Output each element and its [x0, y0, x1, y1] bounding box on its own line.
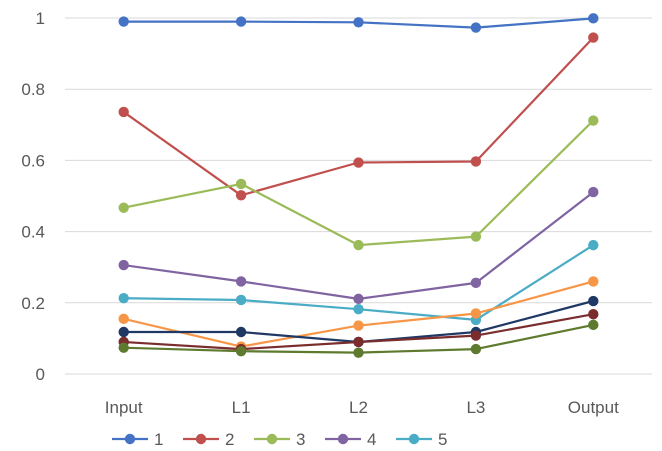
x-tick-label: L2 — [349, 398, 368, 417]
data-point — [353, 293, 364, 305]
data-point — [353, 17, 364, 28]
series-1 — [118, 13, 599, 33]
data-point — [470, 277, 482, 289]
data-point — [353, 239, 364, 251]
data-point — [353, 347, 364, 358]
data-point — [470, 330, 482, 341]
data-point — [118, 259, 129, 271]
y-tick-label: 0.2 — [21, 294, 45, 313]
legend-label: 4 — [367, 430, 376, 449]
x-tick-label: Input — [105, 398, 143, 417]
legend-label: 1 — [154, 430, 163, 449]
data-point — [588, 276, 599, 287]
data-point — [118, 292, 129, 304]
legend-item: 3 — [254, 430, 305, 449]
series-4 — [118, 186, 599, 305]
data-point — [588, 32, 599, 43]
legend-item: 4 — [325, 430, 376, 449]
legend-label: 2 — [225, 430, 234, 449]
series-group — [118, 13, 599, 358]
data-point — [235, 346, 247, 357]
data-point — [118, 313, 129, 325]
data-point — [235, 326, 247, 338]
y-tick-label: 0.8 — [21, 80, 45, 99]
legend-item: 5 — [396, 430, 447, 449]
data-point — [470, 156, 482, 167]
legend-swatch-marker — [337, 433, 349, 445]
x-axis-ticks: Input L1 L2 L3 Output — [105, 398, 619, 417]
series-line — [123, 36, 595, 197]
data-point — [588, 186, 599, 198]
data-point — [235, 16, 247, 27]
series-2 — [118, 32, 599, 201]
legend-label: 3 — [296, 430, 305, 449]
series-9 — [118, 319, 599, 358]
data-point — [353, 320, 364, 331]
data-point — [588, 13, 599, 24]
legend-label: 5 — [438, 430, 447, 449]
data-point — [470, 22, 482, 33]
data-point — [235, 276, 247, 287]
legend-swatch-marker — [195, 433, 207, 445]
x-tick-label: Output — [568, 398, 619, 417]
x-tick-label: L3 — [466, 398, 485, 417]
data-point — [118, 326, 129, 338]
data-point — [235, 178, 247, 190]
legend-swatch-marker — [266, 433, 278, 445]
series-5 — [118, 239, 599, 326]
y-axis-ticks: 0 0.2 0.4 0.6 0.8 1 — [21, 9, 45, 384]
legend-swatch-marker — [408, 433, 420, 445]
data-point — [118, 16, 129, 27]
data-point — [235, 294, 247, 306]
data-point — [588, 319, 599, 331]
data-point — [588, 115, 599, 126]
data-point — [588, 308, 599, 320]
data-point — [353, 157, 364, 168]
series-line — [123, 119, 595, 247]
legend-item: 2 — [183, 430, 234, 449]
y-tick-label: 0.6 — [21, 151, 45, 170]
data-point — [353, 336, 364, 348]
data-point — [353, 304, 364, 315]
y-tick-label: 0.4 — [21, 223, 45, 242]
data-point — [470, 343, 482, 355]
legend-swatch-marker — [124, 433, 136, 445]
data-point — [588, 295, 599, 307]
series-8 — [118, 308, 599, 355]
y-tick-label: 1 — [36, 9, 45, 28]
data-point — [235, 190, 247, 201]
series-3 — [118, 115, 599, 251]
y-tick-label: 0 — [36, 365, 45, 384]
data-point — [118, 106, 129, 118]
data-point — [470, 308, 482, 319]
legend-item: 1 — [112, 430, 163, 449]
data-point — [118, 202, 129, 213]
data-point — [588, 239, 599, 251]
data-point — [118, 342, 129, 353]
x-tick-label: L1 — [232, 398, 251, 417]
data-point — [470, 231, 482, 242]
legend: 1 2 3 4 5 — [112, 430, 447, 449]
